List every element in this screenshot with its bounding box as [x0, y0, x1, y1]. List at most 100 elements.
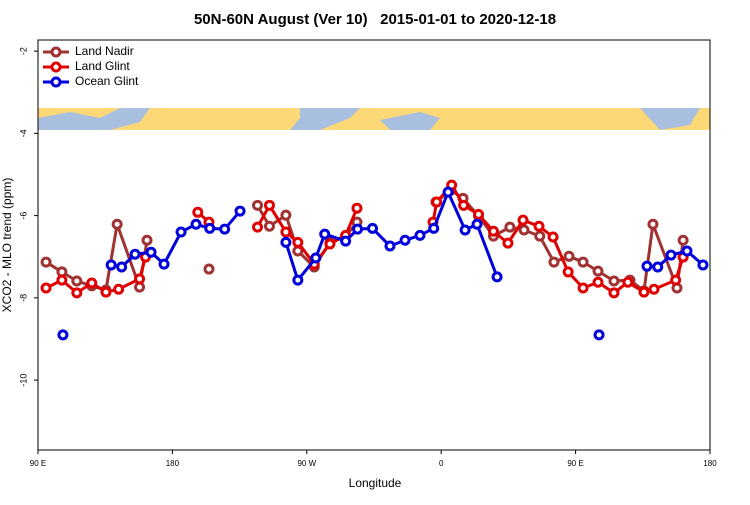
data-point — [252, 199, 264, 211]
y-tick-label: -10 — [18, 374, 28, 387]
plot-frame — [37, 39, 711, 451]
y-axis-label: XCO2 - MLO trend (ppm) — [0, 178, 14, 313]
data-point — [431, 196, 443, 208]
data-point — [593, 329, 605, 341]
chart-title: 50N-60N August (Ver 10) 2015-01-01 to 20… — [194, 11, 556, 28]
data-point — [473, 208, 485, 220]
data-point — [533, 220, 545, 232]
data-point — [502, 237, 514, 249]
x-axis-label: Longitude — [349, 476, 402, 490]
data-point — [399, 234, 411, 246]
data-point — [319, 228, 331, 240]
legend-marker — [50, 46, 62, 58]
data-point — [592, 276, 604, 288]
data-point — [442, 186, 454, 198]
data-point — [129, 248, 141, 260]
x-tick-label: 180 — [166, 459, 180, 468]
data-point — [547, 231, 559, 243]
data-point — [641, 260, 653, 272]
data-point — [158, 258, 170, 270]
data-point — [471, 218, 483, 230]
data-point — [367, 222, 379, 234]
data-point — [105, 259, 117, 271]
data-point — [608, 275, 620, 287]
data-point — [252, 221, 264, 233]
data-point — [458, 199, 470, 211]
map-water — [380, 112, 440, 130]
data-point — [652, 261, 664, 273]
data-point — [57, 329, 69, 341]
data-point — [280, 209, 292, 221]
data-point — [71, 287, 83, 299]
data-point — [562, 266, 574, 278]
data-point — [292, 274, 304, 286]
data-point — [548, 256, 560, 268]
data-point — [219, 223, 231, 235]
map-land — [38, 108, 710, 130]
data-point — [234, 205, 246, 217]
map-water — [640, 108, 700, 130]
data-point — [352, 223, 364, 235]
data-point — [517, 214, 529, 226]
data-point — [487, 225, 499, 237]
data-point — [204, 222, 216, 234]
series-line — [45, 183, 685, 295]
data-point — [134, 273, 146, 285]
data-point — [681, 245, 693, 257]
data-point — [622, 276, 634, 288]
legend-label: Ocean Glint — [75, 74, 139, 88]
legend-label: Land Glint — [75, 59, 130, 73]
map-band — [38, 108, 710, 130]
data-point — [592, 265, 604, 277]
data-point — [40, 256, 52, 268]
data-point — [175, 226, 187, 238]
map-water — [290, 108, 360, 130]
data-point — [491, 271, 503, 283]
legend-label: Land Nadir — [75, 44, 134, 58]
x-tick-label: 0 — [439, 459, 444, 468]
data-point — [504, 221, 516, 233]
data-point — [563, 250, 575, 262]
legend-marker — [50, 76, 62, 88]
legend-marker — [50, 61, 62, 73]
data-point — [518, 224, 530, 236]
data-point — [638, 286, 650, 298]
data-point — [648, 283, 660, 295]
data-point — [263, 220, 275, 232]
data-point — [113, 283, 125, 295]
data-point — [670, 274, 682, 286]
x-tick-label: 90 W — [297, 459, 316, 468]
data-point — [100, 286, 112, 298]
data-point — [697, 259, 709, 271]
data-point — [203, 263, 215, 275]
y-tick-label: -2 — [18, 47, 28, 55]
x-tick-label: 180 — [703, 459, 717, 468]
data-point — [292, 236, 304, 248]
y-tick-label: -6 — [18, 212, 28, 220]
data-point — [459, 224, 471, 236]
data-point — [647, 218, 659, 230]
data-point — [141, 234, 153, 246]
y-tick-label: -8 — [18, 294, 28, 302]
data-point — [190, 218, 202, 230]
data-point — [677, 234, 689, 246]
data-point — [665, 249, 677, 261]
data-point — [577, 282, 589, 294]
x-tick-label: 90 E — [567, 459, 583, 468]
x-tick-label: 90 E — [30, 459, 46, 468]
map-water — [38, 108, 150, 130]
data-point — [280, 236, 292, 248]
data-point — [111, 218, 123, 230]
data-point — [428, 222, 440, 234]
data-point — [534, 230, 546, 242]
data-point — [280, 226, 292, 238]
y-tick-label: -4 — [18, 129, 28, 137]
data-point — [340, 235, 352, 247]
data-point — [263, 199, 275, 211]
data-point — [116, 261, 128, 273]
data-point — [86, 277, 98, 289]
data-point — [310, 252, 322, 264]
data-point — [384, 240, 396, 252]
data-point — [192, 206, 204, 218]
